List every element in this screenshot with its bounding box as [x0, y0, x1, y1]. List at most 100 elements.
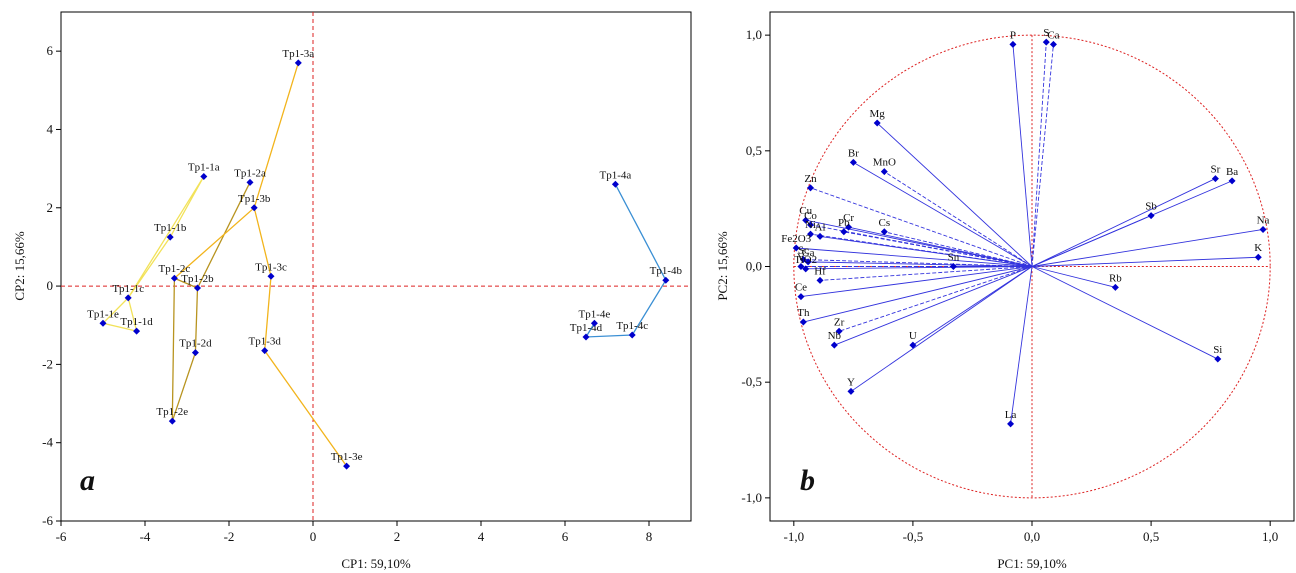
loading-point-label: Na [1257, 214, 1270, 226]
loading-point [802, 216, 810, 224]
loading-plot-ticks: -1,0 -0,5 0,0 0,5 1,0 -1,0 -0,5 0,0 0,5 1,0 [741, 27, 1278, 544]
loading-point [873, 119, 881, 127]
loading-point-label: Zn [804, 173, 817, 185]
score-point-label: Tp1-1a [188, 161, 220, 173]
loading-point-label: Cs [879, 217, 891, 229]
x-tick-label: 0 [310, 529, 317, 544]
loading-point-label: Sc [798, 245, 809, 257]
x-tick-label: 0,0 [1024, 529, 1040, 544]
loading-point-label: Zr [834, 316, 845, 328]
loading-point-label: La [1005, 409, 1017, 421]
score-point-label: Tp1-4b [650, 265, 683, 277]
loading-point-label: Cu [799, 205, 812, 217]
loading-point-label: S [1043, 27, 1049, 39]
score-point-label: Tp1-2a [234, 167, 266, 179]
score-point [166, 233, 174, 241]
score-point-label: Tp1-1e [87, 308, 119, 320]
score-plot-reference-lines [61, 12, 691, 521]
loading-point [797, 263, 805, 270]
score-point-label: Tp1-1b [154, 222, 187, 234]
loading-point [847, 387, 855, 395]
x-tick-label: 6 [562, 529, 569, 544]
x-tick-label: -0,5 [903, 529, 924, 544]
score-point [250, 204, 258, 212]
loading-point [835, 327, 843, 335]
loading-point-label: Sn [948, 252, 960, 264]
loading-point-label: Ga [802, 247, 815, 259]
score-point [611, 180, 619, 188]
score-point-label: Tp1-4c [616, 320, 648, 332]
loading-vector [819, 266, 1033, 281]
loading-vector [803, 266, 1033, 323]
loading-vector [838, 266, 1033, 332]
score-point-label: Tp1-4d [570, 322, 603, 334]
loading-vector [808, 261, 1033, 267]
loading-vector [843, 231, 1033, 267]
y-tick-label: -2 [42, 356, 53, 371]
x-tick-label: -1,0 [784, 529, 805, 544]
loading-point-label: Pb [838, 217, 850, 229]
y-tick-label: 0 [47, 278, 54, 293]
score-point [628, 331, 636, 339]
score-point [590, 319, 598, 327]
x-tick-label: 8 [646, 529, 653, 544]
loading-point-label: V [797, 252, 805, 264]
loading-vector [1031, 44, 1054, 267]
loading-vector [884, 171, 1033, 267]
loading-point-label: Y [847, 376, 855, 388]
loading-point [816, 276, 824, 284]
loading-point [806, 221, 814, 229]
loading-vector [1031, 229, 1264, 267]
loading-point [1147, 212, 1155, 220]
score-point-label: Tp1-2e [156, 406, 188, 418]
loading-point [792, 244, 800, 252]
y-tick-label: -0,5 [741, 374, 762, 389]
loading-point [799, 318, 807, 326]
score-point [194, 284, 201, 292]
score-point [124, 294, 132, 302]
loading-point [806, 184, 814, 192]
loading-vector [1012, 44, 1033, 267]
loading-vector [1031, 266, 1218, 360]
loading-point-label: Nb [828, 330, 842, 342]
score-point-label: Tp1-3c [255, 261, 287, 273]
loading-point-label: Si [1213, 344, 1222, 356]
x-tick-label: 4 [478, 529, 485, 544]
loading-point-label: Sr [1211, 164, 1221, 176]
loading-point-label: Ni [805, 219, 816, 231]
loading-vector [800, 266, 1033, 298]
loading-vector [884, 231, 1033, 267]
loading-point [830, 341, 838, 349]
loading-point-label: Sb [1145, 201, 1157, 213]
loading-point [1009, 40, 1017, 48]
x-axis-label-a: CP1: 59,10% [341, 556, 411, 571]
loading-vector [1031, 42, 1047, 267]
loading-vector [912, 266, 1033, 346]
y-tick-label: 2 [47, 200, 54, 215]
loading-vector [1031, 266, 1116, 288]
loading-plot-reference-lines [793, 34, 1271, 499]
score-point-label: Tp1-3b [238, 193, 271, 205]
loading-point [1259, 225, 1267, 233]
loading-point [1007, 420, 1015, 428]
score-point [294, 59, 302, 67]
score-point-label: Tp1-4a [600, 169, 632, 181]
score-point [99, 319, 107, 327]
score-point-label: Tp1-4e [579, 308, 611, 320]
x-tick-label: -4 [140, 529, 151, 544]
loading-point [1211, 175, 1219, 183]
y-tick-label: 6 [47, 43, 54, 58]
loading-point [949, 263, 957, 270]
loading-point-label: U [909, 330, 917, 342]
loading-point [1042, 38, 1050, 46]
score-point [582, 333, 590, 341]
score-point [168, 417, 176, 425]
loading-point-label: Ca [1047, 29, 1059, 41]
loading-point-label: Mg [870, 108, 886, 120]
score-point-label: Tp1-3a [282, 48, 314, 60]
loading-vector [1031, 178, 1216, 267]
y-tick-label: -1,0 [741, 490, 762, 505]
score-point [261, 347, 269, 355]
loading-point [1254, 253, 1262, 261]
